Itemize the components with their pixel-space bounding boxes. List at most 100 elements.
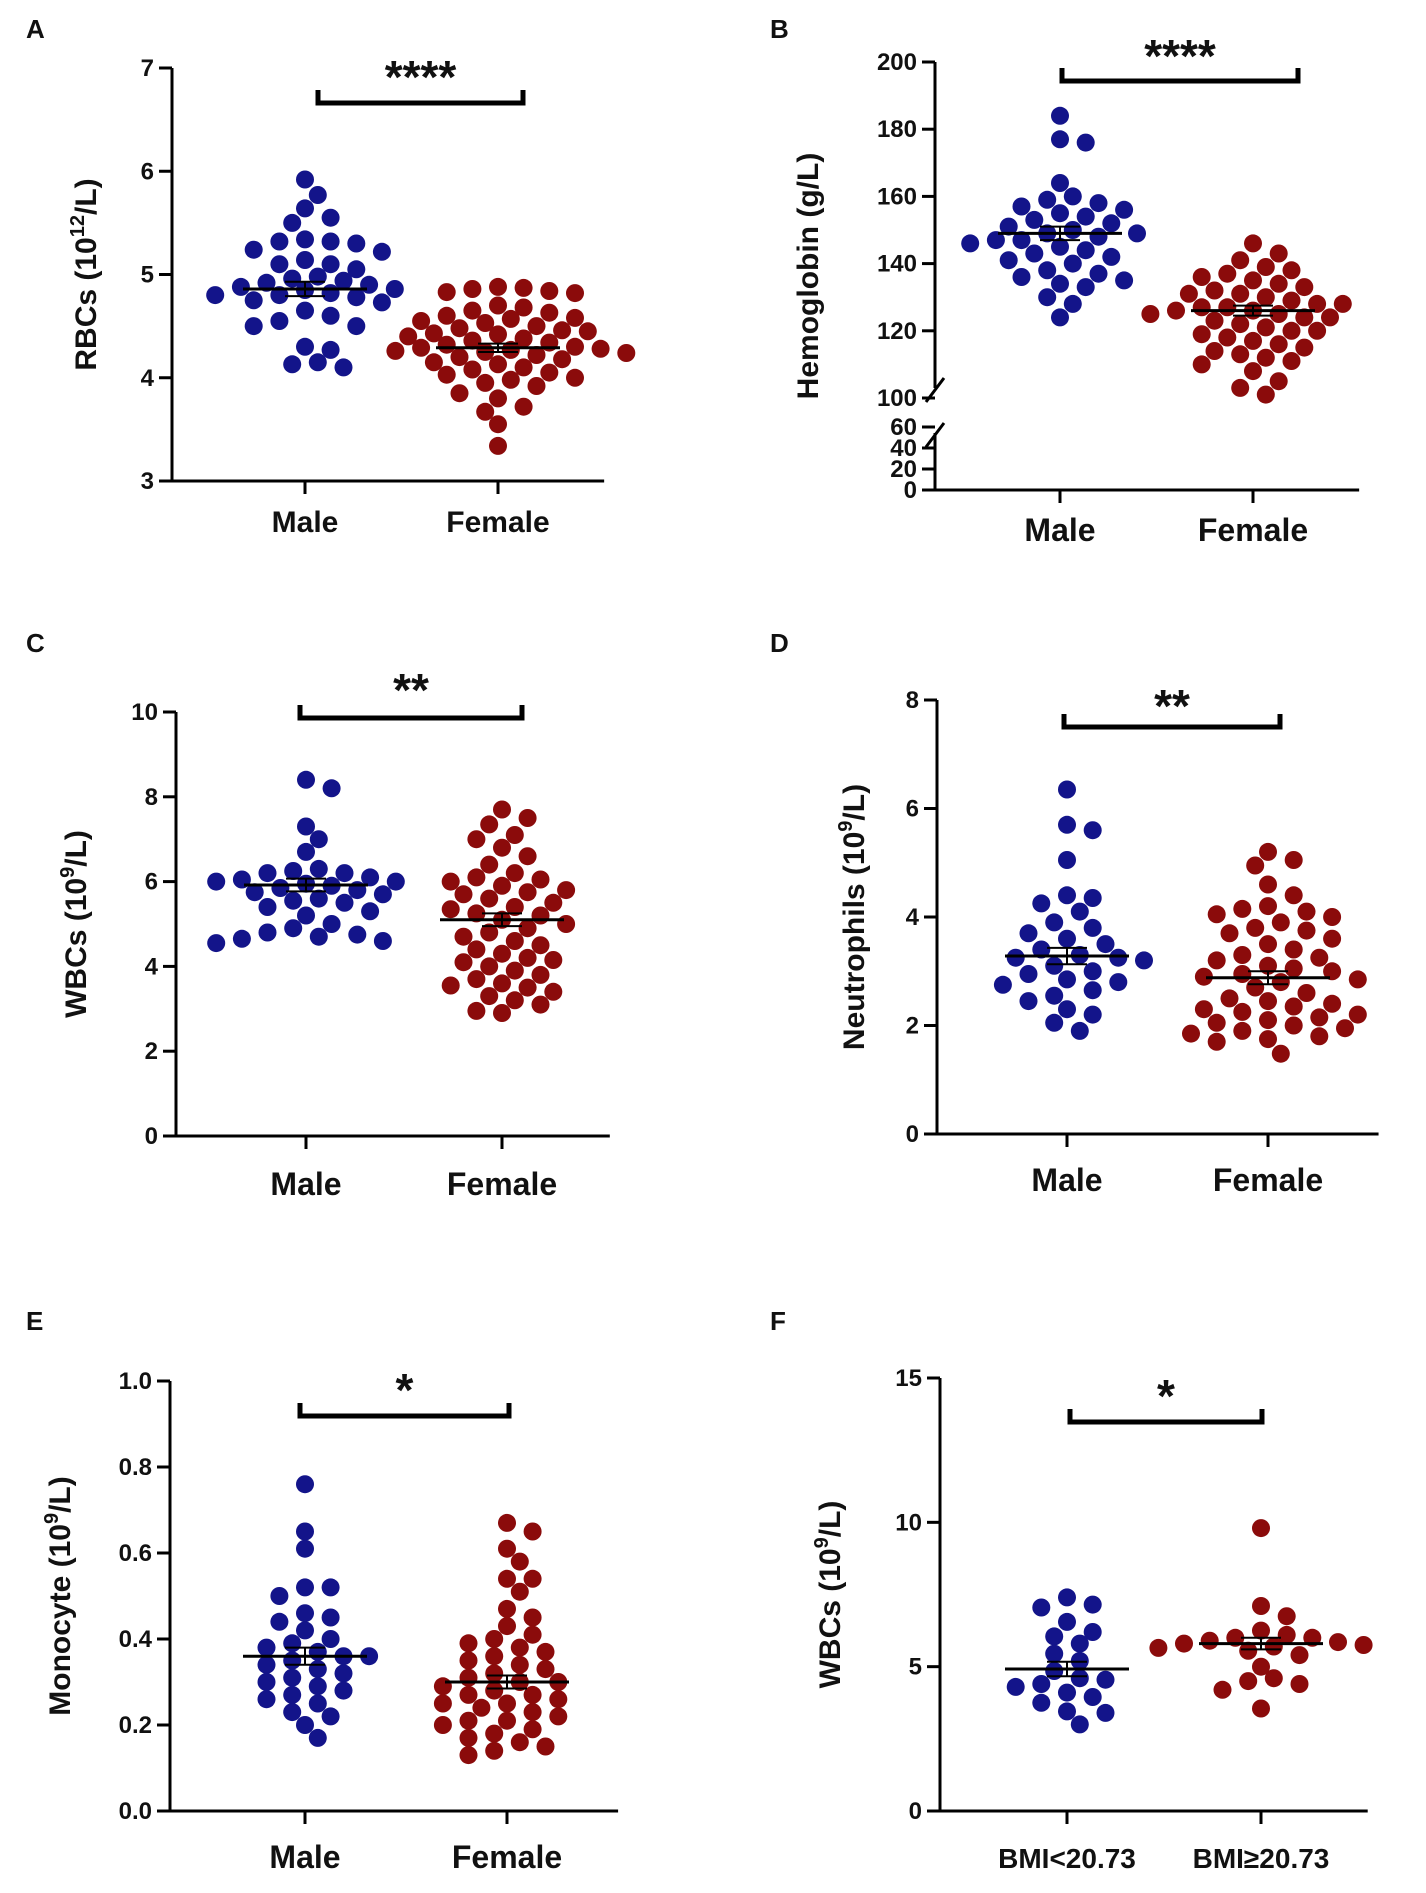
data-point <box>245 883 264 902</box>
data-point <box>308 267 327 286</box>
data-point <box>1231 345 1250 364</box>
data-point <box>1271 1044 1290 1063</box>
data-point <box>1058 851 1076 869</box>
y-tick-label: 6 <box>141 158 154 185</box>
data-point <box>961 234 980 253</box>
data-point <box>1019 992 1038 1011</box>
x-category-label: Male <box>270 1166 341 1202</box>
data-point <box>566 308 584 327</box>
y-axis-title: Monocyte (109/L) <box>41 1476 77 1716</box>
data-point <box>1295 308 1314 327</box>
data-point <box>1076 133 1095 152</box>
data-point <box>617 344 636 362</box>
data-point <box>1269 372 1288 391</box>
data-point <box>531 965 550 984</box>
data-point <box>1192 298 1211 317</box>
data-point <box>1259 842 1277 861</box>
data-point <box>485 1681 504 1700</box>
data-point <box>467 970 486 989</box>
data-point <box>566 368 584 387</box>
y-tick-label: 5 <box>141 262 154 289</box>
data-point <box>1310 1027 1329 1046</box>
data-point <box>1269 305 1288 323</box>
data-point <box>297 770 315 789</box>
panel-letter: A <box>26 14 45 44</box>
data-point <box>489 415 507 434</box>
data-point <box>450 319 469 338</box>
data-point <box>1290 1675 1309 1693</box>
data-point <box>270 286 289 305</box>
data-point <box>505 864 524 883</box>
data-point <box>1269 274 1288 293</box>
y-tick-label: 40 <box>890 435 917 462</box>
data-point <box>1083 1688 1102 1706</box>
significance-stars: * <box>396 1364 414 1416</box>
data-point <box>1259 875 1277 894</box>
data-point <box>454 953 473 972</box>
data-point <box>1252 1699 1270 1718</box>
data-point <box>321 306 340 325</box>
data-point <box>1213 1680 1232 1699</box>
data-point <box>1096 1670 1115 1689</box>
data-point <box>1323 929 1342 948</box>
data-point <box>1019 965 1038 983</box>
data-point <box>485 1664 504 1683</box>
data-point <box>244 317 263 336</box>
data-point <box>1244 271 1262 290</box>
data-point <box>1259 897 1277 916</box>
data-point <box>321 1707 340 1726</box>
data-point <box>1239 1672 1258 1691</box>
data-point <box>441 976 460 995</box>
data-point <box>1179 284 1198 303</box>
data-point <box>321 232 340 251</box>
data-point <box>372 242 391 261</box>
data-point <box>283 269 302 288</box>
significance-stars: **** <box>1144 30 1216 82</box>
data-point <box>1102 247 1121 266</box>
data-point <box>1063 254 1082 273</box>
data-point <box>1282 261 1301 280</box>
data-point <box>1233 965 1252 983</box>
data-point <box>1256 288 1275 307</box>
data-point <box>459 1634 478 1653</box>
panel-letter: B <box>770 14 789 44</box>
data-point <box>297 906 315 925</box>
data-point <box>485 1647 504 1666</box>
data-point <box>284 891 303 910</box>
x-category-label: Male <box>1024 512 1095 548</box>
data-point <box>1149 1638 1168 1657</box>
data-point <box>540 303 559 322</box>
data-point <box>531 936 550 955</box>
data-point <box>498 1694 516 1713</box>
data-point <box>1083 1595 1102 1614</box>
data-point <box>321 255 340 274</box>
data-point <box>1246 918 1265 937</box>
data-point <box>258 898 277 916</box>
data-point <box>480 923 499 942</box>
data-point <box>1218 298 1237 317</box>
data-point <box>1070 1715 1089 1734</box>
data-point <box>523 1625 542 1644</box>
data-point <box>459 1668 478 1687</box>
data-point <box>1070 902 1089 921</box>
data-point <box>1051 130 1069 149</box>
data-point <box>540 363 559 382</box>
data-point <box>518 809 537 827</box>
y-tick-label: 6 <box>145 869 158 896</box>
data-point <box>1282 352 1301 370</box>
data-point <box>523 1522 542 1541</box>
data-point <box>1109 948 1128 967</box>
data-point <box>540 282 559 300</box>
data-point <box>412 312 431 330</box>
data-point <box>1220 989 1239 1008</box>
y-tick-label: 5 <box>909 1654 922 1681</box>
data-point <box>433 1677 452 1696</box>
data-point <box>459 1746 478 1765</box>
data-point <box>1207 905 1226 924</box>
significance-bracket <box>297 705 525 721</box>
data-point <box>334 271 353 290</box>
data-point <box>1012 197 1031 216</box>
data-point <box>334 358 353 377</box>
data-point <box>467 940 486 959</box>
